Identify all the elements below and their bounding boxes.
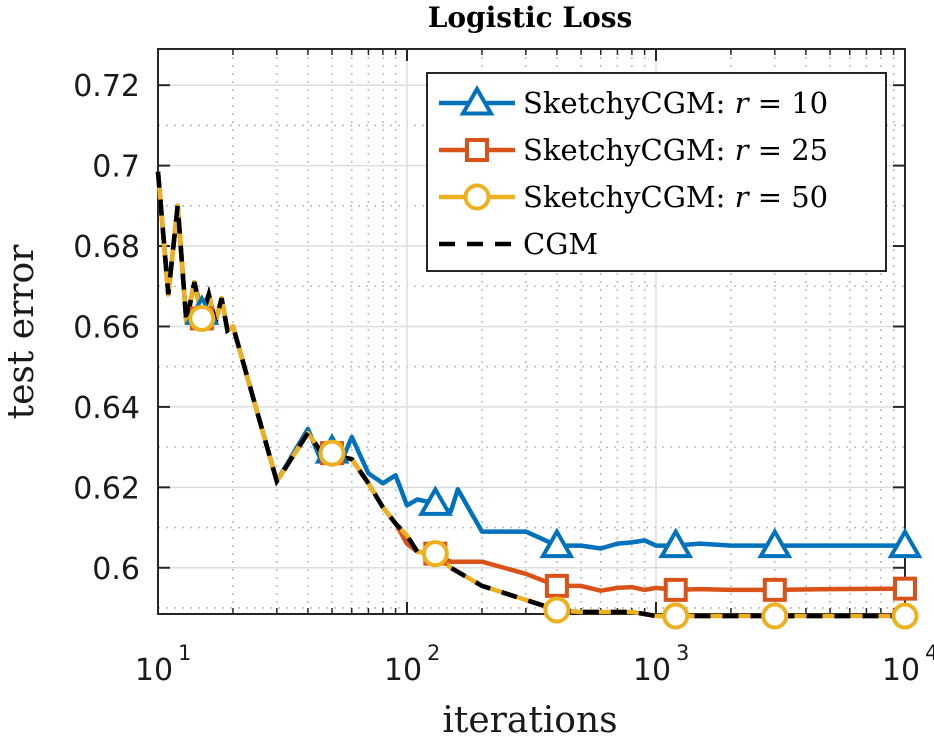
series-marker-0 <box>417 485 453 516</box>
series-marker-0 <box>887 527 923 559</box>
x-tick-label: 10 <box>633 653 671 688</box>
legend: SketchyCGM: r = 10 SketchyCGM: r = 25 Sket… <box>426 72 887 272</box>
legend-label: CGM <box>523 227 598 261</box>
y-tick-label: 0.66 <box>73 310 140 345</box>
series-marker-1 <box>663 577 688 602</box>
legend-marker <box>465 138 489 162</box>
x-tick-label: 10 <box>882 653 920 688</box>
series-marker-0 <box>757 527 793 559</box>
legend-label: SketchyCGM: r = 50 <box>523 180 828 214</box>
axis-ticks: 10 1 10 2 10 3 10 40.60.620.640.660.680.70.72 <box>73 49 934 688</box>
y-axis-label: test error <box>1 244 42 420</box>
x-axis-label: iterations <box>442 700 617 741</box>
series-marker-2 <box>891 602 919 630</box>
series-marker-0 <box>539 527 575 559</box>
y-tick-label: 0.62 <box>73 471 140 506</box>
series-marker-1 <box>893 576 917 601</box>
y-tick-label: 0.64 <box>73 391 140 426</box>
series-marker-1 <box>544 573 569 598</box>
y-tick-label: 0.7 <box>92 150 140 185</box>
x-tick-label: 10 <box>135 653 173 688</box>
legend-entry-3: CGM <box>439 227 598 261</box>
legend-marker <box>459 84 495 116</box>
plot-frame <box>157 48 906 615</box>
series-marker-2 <box>421 540 449 568</box>
legend-label: SketchyCGM: r = 25 <box>523 133 828 167</box>
chart-title: Logistic Loss <box>428 1 633 34</box>
series-marker-2 <box>318 439 346 467</box>
series-marker-2 <box>761 602 789 630</box>
series-marker-1 <box>762 577 787 602</box>
x-tick-exponent: 2 <box>427 641 440 665</box>
legend-entry-0: SketchyCGM: r = 10 <box>439 84 828 120</box>
series-marker-2 <box>543 596 571 624</box>
series-markers <box>184 294 923 630</box>
series-line-cgm-overlay <box>155 171 905 619</box>
x-tick-exponent: 3 <box>676 641 689 665</box>
y-tick-label: 0.68 <box>73 230 140 265</box>
y-tick-label: 0.6 <box>92 552 140 587</box>
legend-box <box>426 72 887 272</box>
x-tick-exponent: 4 <box>925 641 934 665</box>
legend-entry-2: SketchyCGM: r = 50 <box>439 180 828 214</box>
series-marker-0 <box>658 527 694 559</box>
series-marker-2 <box>662 602 690 630</box>
legend-marker <box>463 183 491 211</box>
y-tick-label: 0.72 <box>73 69 140 104</box>
series-marker-2 <box>188 304 216 332</box>
x-tick-label: 10 <box>384 653 422 688</box>
legend-entry-1: SketchyCGM: r = 25 <box>439 133 828 167</box>
legend-label: SketchyCGM: r = 10 <box>523 86 828 120</box>
x-tick-exponent: 1 <box>178 641 191 665</box>
